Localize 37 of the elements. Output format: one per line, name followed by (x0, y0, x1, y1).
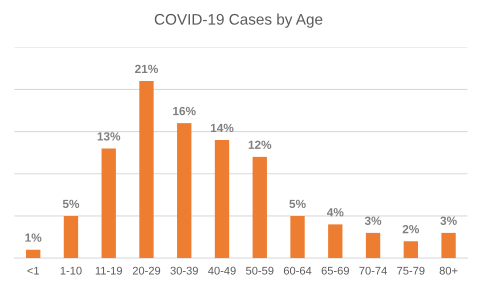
bar (328, 224, 342, 258)
x-tick-label: 80+ (440, 266, 458, 275)
bar (102, 148, 116, 258)
x-tick-label: 60-64 (284, 266, 312, 275)
x-tick-label: 65-69 (322, 266, 349, 275)
chart-title: COVID-19 Cases by Age (154, 14, 322, 28)
data-label: 3% (364, 216, 382, 225)
x-tick-label: 75-79 (397, 266, 424, 275)
data-label: 14% (210, 124, 234, 132)
bar (366, 232, 380, 258)
x-tick-label: 40-49 (208, 266, 236, 275)
bar (64, 216, 78, 258)
x-tick-label: 20-29 (132, 266, 160, 275)
data-label: 2% (402, 225, 420, 234)
data-label: 13% (98, 132, 120, 141)
x-tick-label: 70-74 (359, 266, 387, 275)
bar (26, 250, 40, 258)
bar (214, 140, 230, 258)
data-label: 5% (62, 200, 80, 208)
data-label: 12% (248, 140, 272, 149)
x-tick-label: <1 (27, 266, 39, 275)
data-label: 1% (25, 233, 42, 242)
data-label: 5% (289, 200, 306, 208)
data-label: 16% (173, 106, 196, 116)
bar (290, 216, 305, 258)
bar (139, 80, 154, 258)
bar (252, 156, 267, 258)
x-tick-label: 11-19 (96, 266, 122, 275)
data-label: 3% (440, 216, 457, 225)
x-tick-label: 50-59 (246, 266, 274, 275)
data-label: 21% (135, 64, 158, 74)
x-tick-label: 30-39 (170, 266, 198, 275)
bar (441, 232, 456, 258)
x-tick-label: 1-10 (60, 266, 82, 275)
bar (404, 241, 418, 258)
bar (177, 123, 192, 258)
data-label: 4% (326, 208, 344, 216)
